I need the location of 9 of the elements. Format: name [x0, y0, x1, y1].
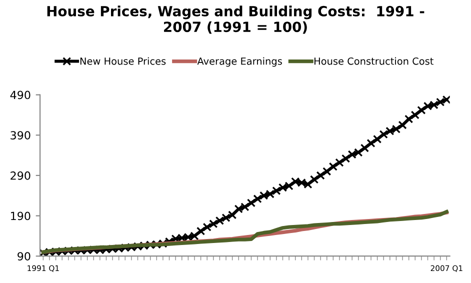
legend-label: Average Earnings	[197, 57, 282, 67]
y-tick-label: 90	[18, 252, 30, 260]
chart-title: House Prices, Wages and Building Costs: 1991 - 2007 (1991 = 100)	[47, 6, 424, 34]
y-tick-label: 190	[11, 212, 30, 220]
legend-label: New House Prices	[80, 57, 166, 65]
y-tick-label: 490	[10, 90, 30, 100]
y-tick-label: 390	[10, 131, 30, 140]
y-tick-label: 290	[10, 171, 30, 180]
legend-label: House Construction Cost	[314, 57, 434, 65]
